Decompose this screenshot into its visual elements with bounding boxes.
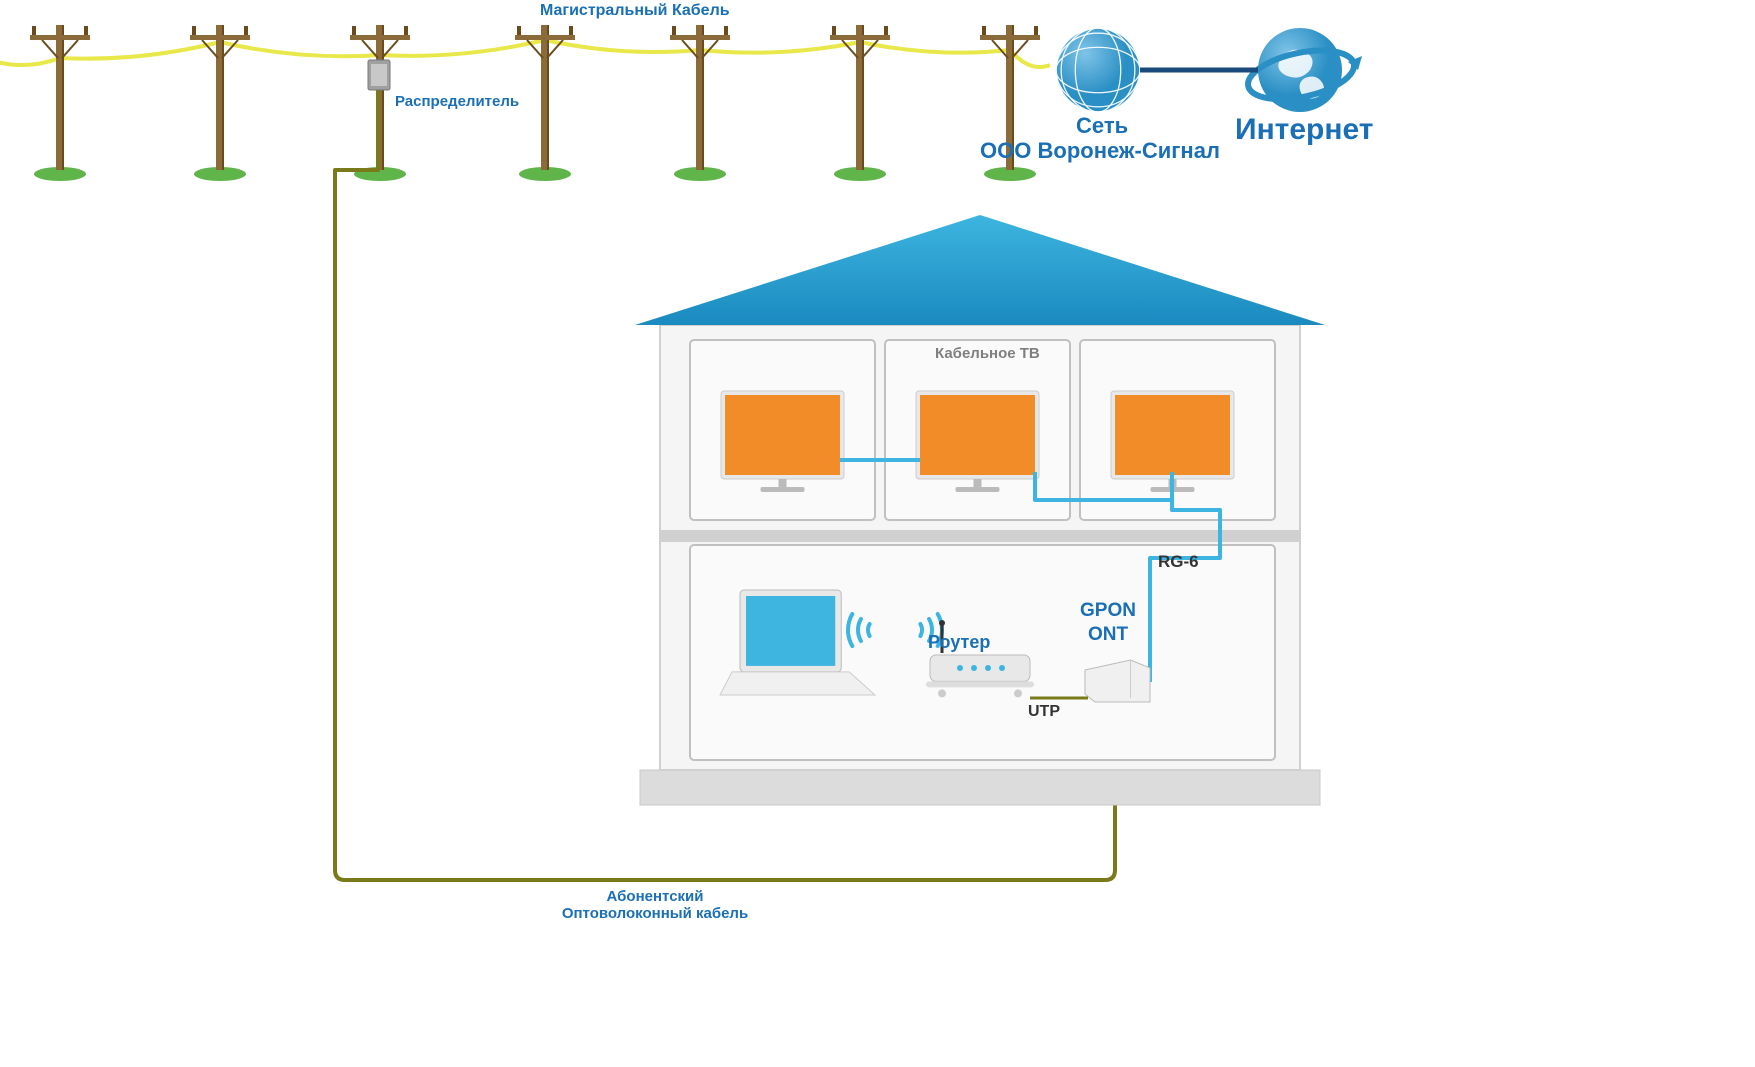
trunk-cable-label: Магистральный Кабель <box>540 2 730 20</box>
utp-label: UTP <box>1028 703 1060 721</box>
router-label: Роутер <box>928 632 990 653</box>
network-label-2: ООО Воронеж-Сигнал <box>965 138 1235 164</box>
subscriber-label-2: Оптоволоконный кабель <box>555 905 755 922</box>
ont-label: ONT <box>1088 624 1128 646</box>
cable-tv-label: Кабельное ТВ <box>935 345 1040 362</box>
gpon-label: GPON <box>1080 600 1136 622</box>
subscriber-label-1: Абонентский <box>555 888 755 905</box>
rg6-label: RG-6 <box>1158 552 1199 572</box>
internet-label: Интернет <box>1235 113 1374 147</box>
distributor-label: Распределитель <box>395 93 519 110</box>
network-diagram <box>0 0 1755 1067</box>
network-label-1: Сеть <box>1076 113 1126 139</box>
